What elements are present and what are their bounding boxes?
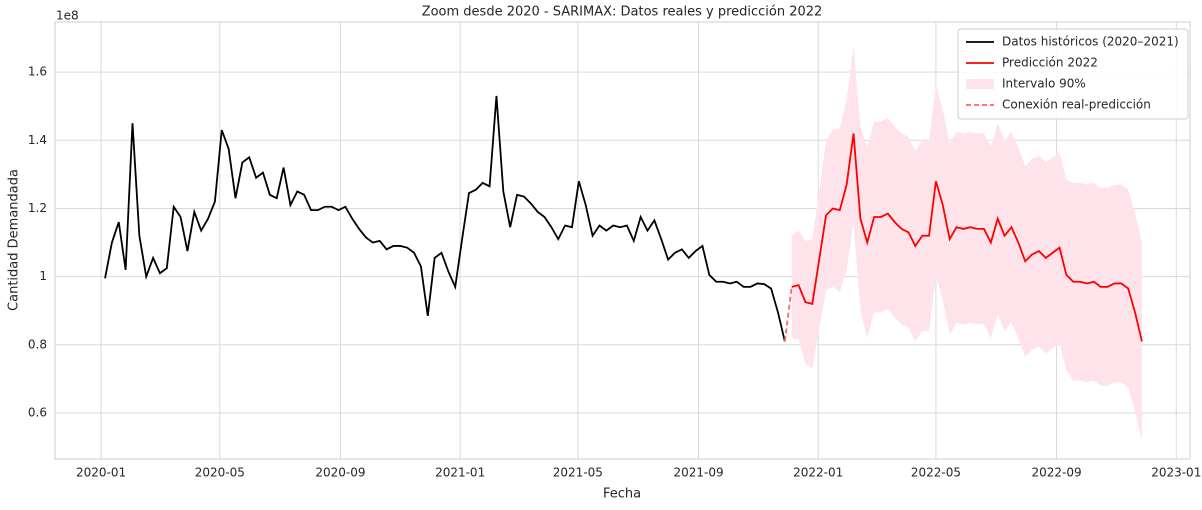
x-tick-label: 2021-01 [435,466,485,480]
y-tick-label: 1.2 [28,201,47,215]
chart-title: Zoom desde 2020 - SARIMAX: Datos reales … [422,5,823,20]
interval-band [791,44,1142,441]
series-line [104,95,786,342]
y-tick-label: 1.6 [28,65,47,79]
x-tick-label: 2020-09 [315,466,365,480]
y-axis-label: Cantidad Demandada [7,169,22,311]
series-line [791,133,1143,342]
y-tick-label: 1.4 [28,133,47,147]
series-line [783,286,793,342]
legend-label: Intervalo 90% [1002,77,1086,91]
x-tick-label: 2021-09 [673,466,723,480]
x-axis-label: Fecha [603,487,641,502]
x-tick-label: 2023-01 [1151,466,1201,480]
y-tick-label: 0.6 [28,405,47,419]
x-tick-label: 2020-01 [76,466,126,480]
legend: Datos históricos (2020–2021) Predicción 2… [957,28,1189,120]
x-tick-label: 2021-05 [553,466,603,480]
legend-swatch [966,79,994,89]
x-tick-label: 2020-05 [195,466,245,480]
legend-label: Datos históricos (2020–2021) [1002,35,1179,49]
x-tick-label: 2022-05 [911,466,961,480]
legend-label: Predicción 2022 [1002,56,1098,70]
x-tick-label: 2022-01 [793,466,843,480]
y-offset-label: 1e8 [56,9,79,23]
y-tick-label: 1 [39,269,47,283]
legend-label: Conexión real-predicción [1002,98,1151,112]
y-tick-label: 0.8 [28,337,47,351]
x-tick-label: 2022-09 [1032,466,1082,480]
legend-box [957,28,1189,120]
